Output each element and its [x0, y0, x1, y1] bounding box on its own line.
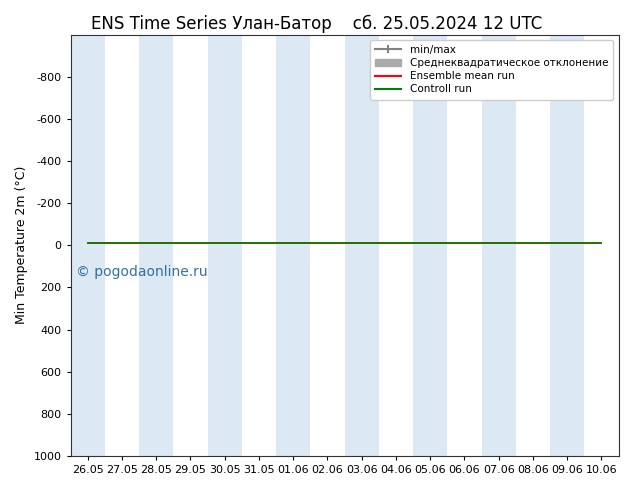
- Legend: min/max, Среднеквадратическое отклонение, Ensemble mean run, Controll run: min/max, Среднеквадратическое отклонение…: [370, 40, 613, 99]
- Bar: [550, 35, 585, 456]
- Bar: [344, 35, 378, 456]
- Text: ENS Time Series Улан-Батор    сб. 25.05.2024 12 UTC: ENS Time Series Улан-Батор сб. 25.05.202…: [91, 15, 543, 33]
- Bar: [585, 35, 619, 456]
- Bar: [276, 35, 310, 456]
- Bar: [378, 35, 413, 456]
- Bar: [516, 35, 550, 456]
- Bar: [242, 35, 276, 456]
- Bar: [413, 35, 448, 456]
- Bar: [139, 35, 173, 456]
- Bar: [448, 35, 482, 456]
- Text: © pogodaonline.ru: © pogodaonline.ru: [76, 265, 208, 279]
- Bar: [70, 35, 105, 456]
- Bar: [482, 35, 516, 456]
- Y-axis label: Min Temperature 2m (°C): Min Temperature 2m (°C): [15, 166, 28, 324]
- Bar: [207, 35, 242, 456]
- Bar: [173, 35, 207, 456]
- Bar: [310, 35, 344, 456]
- Bar: [105, 35, 139, 456]
